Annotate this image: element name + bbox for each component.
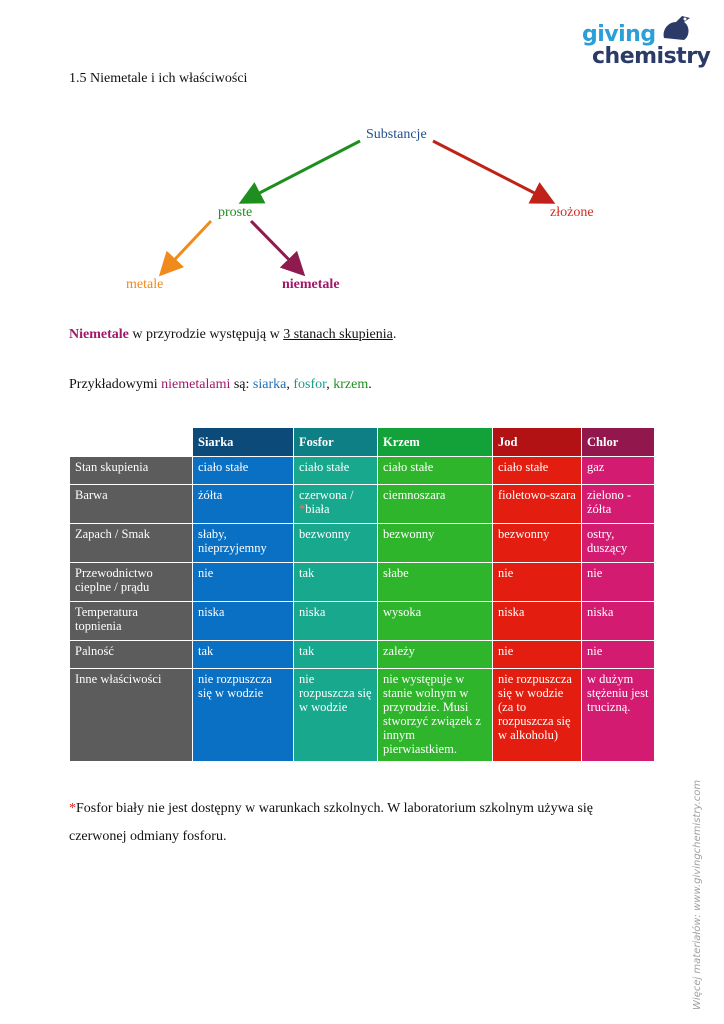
row-label: Palność bbox=[69, 640, 193, 669]
para2-end: . bbox=[368, 377, 372, 392]
cell: nie występuje w stanie wolnym w przyrodz… bbox=[377, 668, 493, 762]
cell: ciemnoszara bbox=[377, 484, 493, 524]
brand-logo: giving chemistry bbox=[582, 12, 714, 72]
row-label: Stan skupienia bbox=[69, 456, 193, 485]
term-niemetale: Niemetale bbox=[69, 327, 129, 342]
cell: ciało stałe bbox=[377, 456, 493, 485]
cell: nie bbox=[192, 562, 294, 602]
logo-text-line1: giving bbox=[582, 22, 656, 47]
cell: nie bbox=[492, 562, 582, 602]
cell: wysoka bbox=[377, 601, 493, 641]
node-proste: proste bbox=[218, 205, 253, 220]
cell: nie bbox=[581, 562, 655, 602]
para2-colon: są: bbox=[230, 377, 253, 392]
para2-text: Przykładowymi bbox=[69, 377, 162, 392]
cell: gaz bbox=[581, 456, 655, 485]
cell: bezwonny bbox=[492, 523, 582, 563]
cell: żółta bbox=[192, 484, 294, 524]
header-siarka: Siarka bbox=[192, 427, 294, 457]
node-zlozone: złożone bbox=[550, 205, 594, 220]
cell: nie rozpuszcza się w wodzie (za to rozpu… bbox=[492, 668, 582, 762]
row-label: Zapach / Smak bbox=[69, 523, 193, 563]
arrow-to-metale bbox=[158, 219, 213, 277]
cell: ciało stałe bbox=[492, 456, 582, 485]
cell: nie bbox=[581, 640, 655, 669]
table-header-row: Siarka Fosfor Krzem Jod Chlor bbox=[69, 427, 655, 457]
example-krzem: krzem bbox=[333, 377, 369, 392]
paragraph-states: Niemetale w przyrodzie występują w 3 sta… bbox=[69, 327, 396, 343]
cell: ciało stałe bbox=[192, 456, 294, 485]
cell-fosfor-barwa: czerwona / *biała bbox=[293, 484, 378, 524]
section-heading: 1.5 Niemetale i ich właściwości bbox=[69, 71, 248, 86]
header-chlor: Chlor bbox=[581, 427, 655, 457]
table-row: Temperatura topnienia niska niska wysoka… bbox=[69, 601, 655, 641]
table-row: Barwa żółta czerwona / *biała ciemnoszara… bbox=[69, 484, 655, 524]
header-empty bbox=[69, 427, 193, 457]
table-row: Palność tak tak zależy nie nie bbox=[69, 640, 655, 669]
term-niemetalami: niemetalami bbox=[161, 377, 231, 392]
example-siarka: siarka bbox=[252, 377, 287, 392]
footnote-text: Fosfor biały nie jest dostępny w warunka… bbox=[69, 801, 593, 844]
cell: ostry, duszący bbox=[581, 523, 655, 563]
properties-table: Siarka Fosfor Krzem Jod Chlor Stan skupi… bbox=[69, 427, 655, 762]
cell: słaby, nieprzyjemny bbox=[192, 523, 294, 563]
classification-arrows bbox=[158, 139, 556, 277]
footnote: *Fosfor biały nie jest dostępny w warunk… bbox=[69, 795, 649, 851]
cell: niska bbox=[192, 601, 294, 641]
row-label: Inne właściwości bbox=[69, 668, 193, 762]
cell: ciało stałe bbox=[293, 456, 378, 485]
asterisk-mark: * bbox=[299, 502, 306, 516]
footnote-mark: * bbox=[69, 801, 76, 816]
cell-text-extra: biała bbox=[305, 502, 330, 516]
term-stany: 3 stanach skupienia bbox=[283, 327, 393, 342]
cell: fioletowo-szara bbox=[492, 484, 582, 524]
para2-comma2: , bbox=[326, 377, 334, 392]
table-row: Stan skupienia ciało stałe ciało stałe c… bbox=[69, 456, 655, 485]
node-metale: metale bbox=[126, 277, 164, 292]
flask-bird-icon bbox=[663, 16, 690, 40]
node-substancje: Substancje bbox=[366, 127, 427, 142]
cell: zielono - żółta bbox=[581, 484, 655, 524]
cell: niska bbox=[492, 601, 582, 641]
cell: tak bbox=[192, 640, 294, 669]
cell: niska bbox=[581, 601, 655, 641]
cell: nie bbox=[492, 640, 582, 669]
cell: słabe bbox=[377, 562, 493, 602]
arrow-to-niemetale bbox=[249, 219, 306, 277]
para1-end: . bbox=[392, 327, 397, 342]
side-watermark-text: Więcej materiałów: www.givingchemistry.c… bbox=[692, 779, 703, 1010]
paragraph-examples: Przykładowymi niemetalami są: siarka, fo… bbox=[69, 377, 372, 393]
cell: nie rozpuszcza się w wodzie bbox=[192, 668, 294, 762]
row-label: Przewodnictwo cieplne / prądu bbox=[69, 562, 193, 602]
header-fosfor: Fosfor bbox=[293, 427, 378, 457]
row-label: Temperatura topnienia bbox=[69, 601, 193, 641]
cell: tak bbox=[293, 562, 378, 602]
node-niemetale: niemetale bbox=[282, 277, 340, 292]
cell: tak bbox=[293, 640, 378, 669]
cell: w dużym stężeniu jest trucizną. bbox=[581, 668, 655, 762]
row-label: Barwa bbox=[69, 484, 193, 524]
cell: bezwonny bbox=[293, 523, 378, 563]
cell: niska bbox=[293, 601, 378, 641]
header-jod: Jod bbox=[492, 427, 582, 457]
cell: nie rozpuszcza się w wodzie bbox=[293, 668, 378, 762]
para2-comma1: , bbox=[286, 377, 294, 392]
table-row: Inne właściwości nie rozpuszcza się w wo… bbox=[69, 668, 655, 762]
table-row: Przewodnictwo cieplne / prądu nie tak sł… bbox=[69, 562, 655, 602]
cell: bezwonny bbox=[377, 523, 493, 563]
cell: zależy bbox=[377, 640, 493, 669]
cell-text: czerwona / bbox=[299, 488, 354, 502]
para1-text: w przyrodzie występują w bbox=[128, 327, 284, 342]
header-krzem: Krzem bbox=[377, 427, 493, 457]
arrow-to-zlozone bbox=[432, 139, 556, 204]
table-row: Zapach / Smak słaby, nieprzyjemny bezwon… bbox=[69, 523, 655, 563]
arrow-to-proste bbox=[238, 139, 361, 204]
example-fosfor: fosfor bbox=[293, 377, 327, 392]
logo-text-line2: chemistry bbox=[592, 44, 711, 69]
